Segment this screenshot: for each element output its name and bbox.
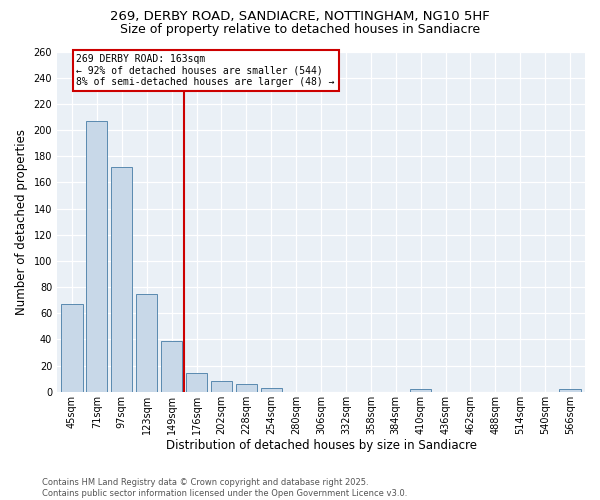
Text: 269, DERBY ROAD, SANDIACRE, NOTTINGHAM, NG10 5HF: 269, DERBY ROAD, SANDIACRE, NOTTINGHAM, … xyxy=(110,10,490,23)
Bar xyxy=(186,374,207,392)
Bar xyxy=(236,384,257,392)
Bar xyxy=(559,389,581,392)
Bar xyxy=(161,340,182,392)
Bar xyxy=(211,382,232,392)
Text: Contains HM Land Registry data © Crown copyright and database right 2025.
Contai: Contains HM Land Registry data © Crown c… xyxy=(42,478,407,498)
Bar xyxy=(410,389,431,392)
Bar xyxy=(111,166,133,392)
Bar xyxy=(136,294,157,392)
X-axis label: Distribution of detached houses by size in Sandiacre: Distribution of detached houses by size … xyxy=(166,440,476,452)
Bar xyxy=(86,121,107,392)
Text: Size of property relative to detached houses in Sandiacre: Size of property relative to detached ho… xyxy=(120,22,480,36)
Bar xyxy=(61,304,83,392)
Text: 269 DERBY ROAD: 163sqm
← 92% of detached houses are smaller (544)
8% of semi-det: 269 DERBY ROAD: 163sqm ← 92% of detached… xyxy=(76,54,335,88)
Y-axis label: Number of detached properties: Number of detached properties xyxy=(15,128,28,314)
Bar xyxy=(260,388,282,392)
